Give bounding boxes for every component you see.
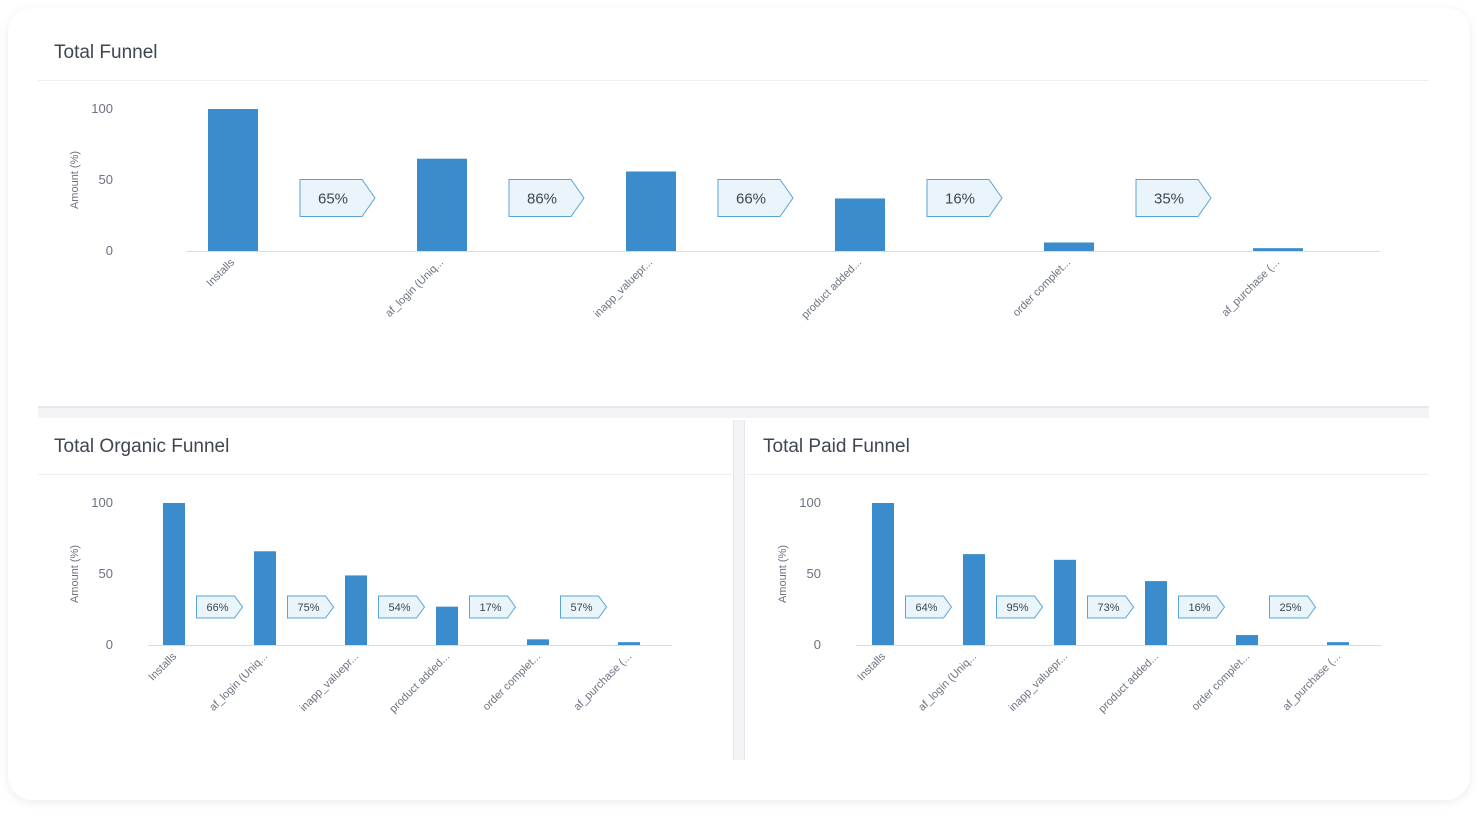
title-divider: [38, 80, 1429, 81]
x-tick-label: af_login (Uniq...: [207, 651, 270, 714]
funnel-bar: [1145, 581, 1167, 645]
conversion-badge: [1087, 595, 1135, 619]
conversion-rate-label: 66%: [206, 602, 228, 614]
funnel-bar: [1327, 642, 1349, 645]
x-tick-label: af_purchase (...: [1220, 257, 1283, 320]
conversion-badge: [469, 595, 517, 619]
x-tick-label: product added...: [387, 651, 452, 716]
conversion-rate-label: 64%: [915, 602, 937, 614]
x-tick-label: af_purchase (...: [1281, 651, 1344, 714]
funnel-bar: [163, 503, 185, 645]
conversion-badge: [926, 179, 1003, 217]
x-tick-label: inapp_valuepr...: [298, 651, 361, 714]
x-tick-label: order complet...: [1190, 651, 1253, 714]
funnel-bar: [417, 158, 467, 251]
conversion-badge: [508, 179, 585, 217]
title-divider: [38, 474, 732, 475]
panel-title: Total Organic Funnel: [54, 436, 230, 457]
section-divider: [38, 406, 1429, 418]
conversion-badge: [1135, 179, 1212, 217]
y-tick-label: 100: [799, 495, 821, 510]
funnel-bar: [1253, 248, 1303, 251]
conversion-rate-label: 54%: [388, 602, 410, 614]
x-tick-label: order complet...: [481, 651, 544, 714]
title-divider: [746, 474, 1429, 475]
conversion-rate-label: 73%: [1097, 602, 1119, 614]
conversion-badge: [717, 179, 794, 217]
y-axis-label: Amount (%): [69, 545, 81, 603]
x-tick-label: Installs: [204, 256, 237, 289]
conversion-badge: [378, 595, 426, 619]
conversion-rate-label: 35%: [1154, 190, 1184, 207]
y-axis-label: Amount (%): [777, 545, 789, 603]
conversion-badge: [996, 595, 1044, 619]
conversion-badge: [287, 595, 335, 619]
funnel-bar: [1044, 242, 1094, 251]
conversion-badge: [299, 179, 376, 217]
conversion-rate-label: 86%: [527, 190, 557, 207]
conversion-rate-label: 75%: [297, 602, 319, 614]
panel-title: Total Paid Funnel: [763, 436, 910, 457]
funnel-bar: [1054, 559, 1076, 645]
funnel-bar: [208, 109, 258, 251]
total-funnel-chart: 0 50 100 Amount (%) Installs af_login (Uniq..…: [69, 101, 1380, 322]
funnel-bar: [527, 639, 549, 645]
x-tick-label: order complet...: [1011, 257, 1074, 320]
y-tick-label: 50: [807, 566, 821, 581]
x-tick-label: inapp_valuepr...: [1007, 651, 1070, 714]
conversion-rate-label: 65%: [318, 190, 348, 207]
conversion-rate-label: 95%: [1006, 602, 1028, 614]
y-axis-label: Amount (%): [69, 151, 81, 209]
conversion-rate-label: 25%: [1279, 602, 1301, 614]
conversion-rate-label: 66%: [736, 190, 766, 207]
x-tick-label: product added...: [1096, 651, 1161, 716]
x-tick-label: af_login (Uniq...: [383, 257, 446, 320]
panel-title: Total Funnel: [54, 42, 158, 63]
conversion-rate-label: 16%: [945, 190, 975, 207]
y-tick-label: 50: [99, 566, 113, 581]
x-tick-label: Installs: [855, 650, 888, 683]
conversion-badge: [905, 595, 953, 619]
panel-divider: [733, 420, 745, 760]
total-organic-funnel-chart: 0 50 100 Amount (%) Installs af_login (Uniq..…: [69, 495, 672, 716]
conversion-rate-label: 16%: [1188, 602, 1210, 614]
funnel-bar: [345, 575, 367, 645]
x-tick-label: Installs: [146, 650, 179, 683]
x-tick-label: af_purchase (...: [572, 651, 635, 714]
conversion-badge: [1178, 595, 1226, 619]
funnel-bar: [872, 503, 894, 645]
y-tick-label: 0: [814, 637, 821, 652]
conversion-badge: [196, 595, 244, 619]
y-tick-label: 50: [99, 172, 113, 187]
funnel-bar: [626, 171, 676, 251]
y-tick-label: 0: [106, 637, 113, 652]
funnel-bar: [436, 606, 458, 645]
funnel-bar: [1236, 635, 1258, 645]
x-tick-label: inapp_valuepr...: [592, 257, 655, 320]
conversion-badge: [560, 595, 608, 619]
x-tick-label: af_login (Uniq...: [916, 651, 979, 714]
y-tick-label: 100: [91, 495, 113, 510]
y-tick-label: 100: [91, 101, 113, 116]
y-tick-label: 0: [106, 243, 113, 258]
total-organic-funnel-panel: Total Organic Funnel 0 50 100 Amount (%) Ins…: [38, 420, 732, 760]
funnel-bar: [618, 642, 640, 645]
total-paid-funnel-panel: Total Paid Funnel 0 50 100 Amount (%) Instal…: [746, 420, 1429, 760]
conversion-rate-label: 17%: [479, 602, 501, 614]
x-tick-label: product added...: [799, 257, 864, 322]
total-paid-funnel-chart: 0 50 100 Amount (%) Installs af_login (Uniq..…: [777, 495, 1381, 716]
funnel-bar: [835, 198, 885, 251]
conversion-rate-label: 57%: [570, 602, 592, 614]
funnel-bar: [963, 554, 985, 645]
total-funnel-panel: Total Funnel 0 50 100 Amount (%) Installs af_…: [38, 30, 1429, 400]
funnel-bar: [254, 551, 276, 645]
conversion-badge: [1269, 595, 1317, 619]
